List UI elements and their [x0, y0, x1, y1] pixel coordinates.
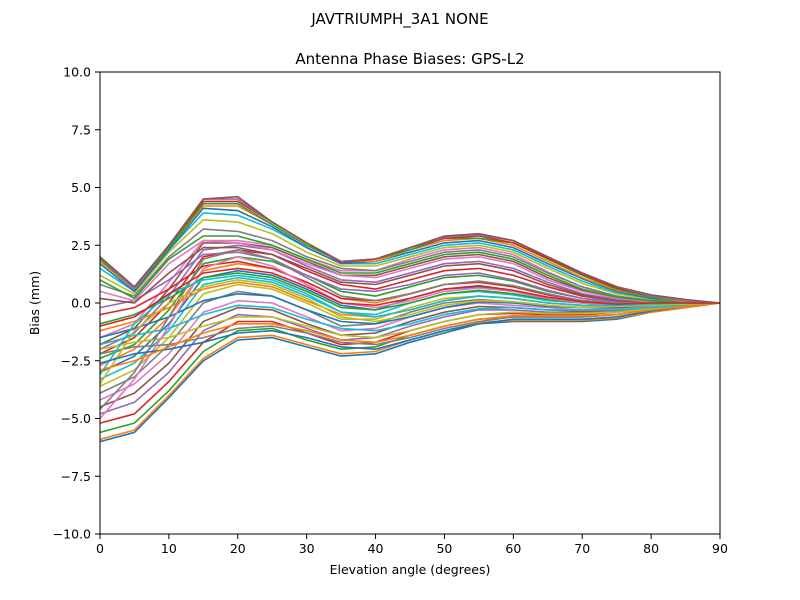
series-line-26	[99, 239, 720, 304]
series-line-30	[99, 207, 721, 304]
series-line-27	[99, 228, 720, 304]
x-tick-label: 80	[643, 541, 659, 556]
series-line-25	[99, 246, 720, 304]
y-tick-label: 7.5	[71, 122, 91, 137]
series-layer	[99, 195, 721, 443]
y-tick-label: −7.5	[61, 469, 91, 484]
series-line-41	[99, 302, 721, 371]
y-tick-label: 2.5	[71, 238, 91, 253]
figure-suptitle: JAVTRIUMPH_3A1 NONE	[310, 10, 488, 29]
y-tick-label: −5.0	[61, 411, 91, 426]
x-tick-label: 40	[368, 541, 384, 556]
series-line-19	[99, 302, 721, 346]
x-tick-label: 90	[712, 541, 728, 556]
series-line-39	[99, 274, 720, 376]
y-tick-label: 0.0	[71, 296, 91, 311]
series-line-0	[99, 302, 721, 443]
y-axis-label: Bias (mm)	[27, 271, 42, 335]
series-line-18	[99, 302, 721, 350]
series-line-20	[99, 292, 721, 339]
series-line-14	[99, 244, 720, 350]
y-tick-label: −10.0	[53, 527, 91, 542]
x-tick-label: 50	[436, 541, 452, 556]
series-line-35	[99, 195, 721, 304]
x-tick-label: 60	[505, 541, 521, 556]
x-tick-label: 70	[574, 541, 590, 556]
y-tick-label: 5.0	[71, 180, 91, 195]
x-tick-label: 20	[230, 541, 246, 556]
x-tick-label: 30	[299, 541, 315, 556]
x-tick-label: 10	[161, 541, 177, 556]
series-line-24	[99, 251, 720, 309]
series-line-32	[99, 202, 721, 304]
x-axis: 0 10 20 30 40 50 60 70 80 90	[96, 534, 728, 556]
chart-title: Antenna Phase Biases: GPS-L2	[295, 50, 524, 68]
series-line-4	[99, 302, 721, 415]
series-line-43	[99, 267, 720, 327]
series-line-40	[99, 302, 721, 364]
x-tick-label: 0	[96, 541, 104, 556]
y-tick-label: −2.5	[61, 353, 91, 368]
series-line-28	[99, 219, 721, 304]
x-axis-label: Elevation angle (degrees)	[330, 562, 491, 577]
series-line-29	[99, 212, 721, 304]
y-axis: −10.0 −7.5 −5.0 −2.5 0.0 2.5 5.0 7.5 10.0	[53, 65, 100, 542]
series-line-37	[99, 249, 720, 410]
series-line-38	[99, 279, 721, 385]
series-line-42	[99, 235, 720, 304]
y-tick-label: 10.0	[63, 65, 91, 80]
